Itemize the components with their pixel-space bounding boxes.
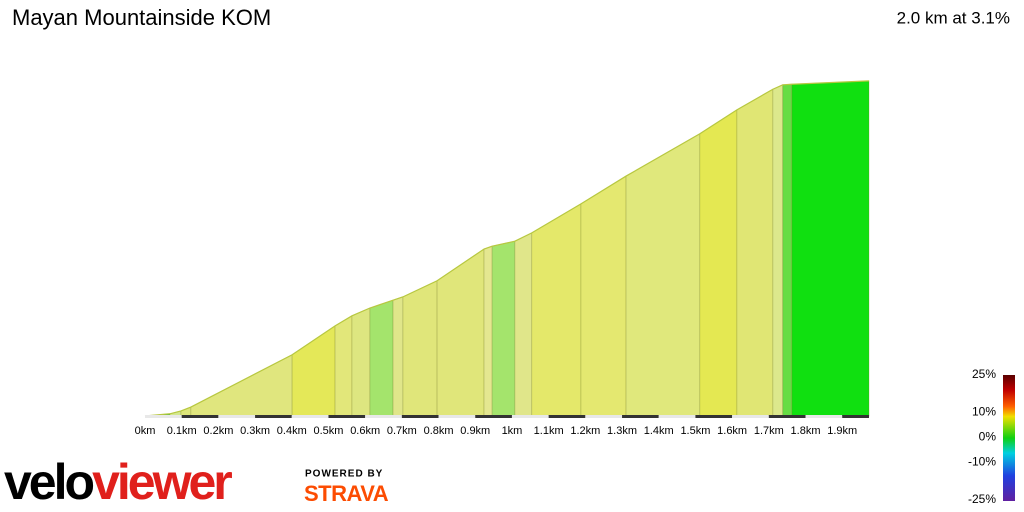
color-scale-label: 0% [979, 430, 997, 444]
x-axis-strip [548, 415, 586, 418]
x-tick-label: 1.9km [827, 425, 857, 437]
x-axis-strip [585, 415, 623, 418]
x-tick-label: 1.2km [570, 425, 600, 437]
logo-velo: velo [4, 454, 94, 510]
x-axis-strip [805, 415, 843, 418]
strava-logo: STRAVA [304, 481, 389, 506]
gradient-segment [736, 88, 774, 417]
x-tick-label: 0.7km [387, 425, 417, 437]
profile-line [144, 80, 870, 417]
x-tick-label: 0.8km [424, 425, 454, 437]
x-axis-strip [475, 415, 512, 418]
gradient-segment [483, 245, 493, 417]
x-tick-label: 0.6km [350, 425, 380, 437]
color-scale-label: -25% [968, 492, 996, 506]
x-tick-label: 0km [135, 425, 156, 437]
gradient-segment [772, 84, 784, 417]
x-axis-strip [438, 415, 476, 418]
x-tick-label: 0.9km [460, 425, 490, 437]
gradient-segment [369, 299, 394, 417]
x-tick-label: 0.2km [203, 425, 233, 437]
x-axis-strip [255, 415, 292, 418]
x-tick-label: 1.4km [644, 425, 674, 437]
x-axis-strip [842, 415, 869, 418]
chart-subtitle: 2.0 km at 3.1% [897, 8, 1010, 27]
x-axis-strip [328, 415, 366, 418]
x-axis-strip [511, 415, 549, 418]
gradient-segment [531, 203, 582, 417]
gradient-segment [782, 83, 793, 417]
x-tick-label: 0.3km [240, 425, 270, 437]
gradient-segment [334, 315, 353, 417]
x-tick-label: 1.1km [534, 425, 564, 437]
x-axis-strip [218, 415, 256, 418]
gradient-segment [351, 307, 371, 417]
x-axis-strip [768, 415, 806, 418]
x-axis-strip [291, 415, 329, 418]
x-tick-label: 1.3km [607, 425, 637, 437]
powered-by: POWERED BY [305, 469, 383, 480]
gradient-segment [190, 354, 293, 417]
gradient-segment [791, 80, 870, 417]
gradient-segment [625, 133, 701, 417]
x-tick-label: 1km [502, 425, 523, 437]
x-axis-strip [145, 415, 182, 418]
gradient-segment [392, 296, 404, 417]
x-axis-strip [365, 415, 402, 418]
x-tick-label: 1.6km [717, 425, 747, 437]
gradient-segment [699, 109, 738, 417]
x-axis-strip [695, 415, 733, 418]
gradient-segment [580, 175, 627, 417]
x-axis-strip [732, 415, 769, 418]
x-tick-label: 0.1km [167, 425, 197, 437]
x-axis-strip [181, 415, 219, 418]
x-axis-strip [401, 415, 439, 418]
color-scale-label: 25% [972, 367, 996, 381]
logo-viewer: viewer [92, 454, 232, 510]
color-scale-label: -10% [968, 455, 996, 469]
color-scale-label: 10% [972, 405, 996, 419]
x-axis-strip [622, 415, 659, 418]
x-tick-label: 0.5km [313, 425, 343, 437]
x-axis-strip [658, 415, 696, 418]
logo: veloviewer POWERED BY STRAVA [4, 454, 389, 510]
chart-title: Mayan Mountainside KOM [12, 5, 271, 30]
gradient-segment [436, 248, 485, 417]
x-tick-label: 1.7km [754, 425, 784, 437]
color-scale-bar [1003, 375, 1015, 501]
gradient-segment [514, 232, 533, 417]
gradient-segment [291, 325, 336, 417]
x-tick-label: 1.5km [680, 425, 710, 437]
gradient-segment [491, 240, 516, 417]
x-tick-label: 0.4km [277, 425, 307, 437]
logo-text: veloviewer [4, 454, 232, 510]
x-tick-label: 1.8km [791, 425, 821, 437]
gradient-segment [402, 280, 438, 417]
